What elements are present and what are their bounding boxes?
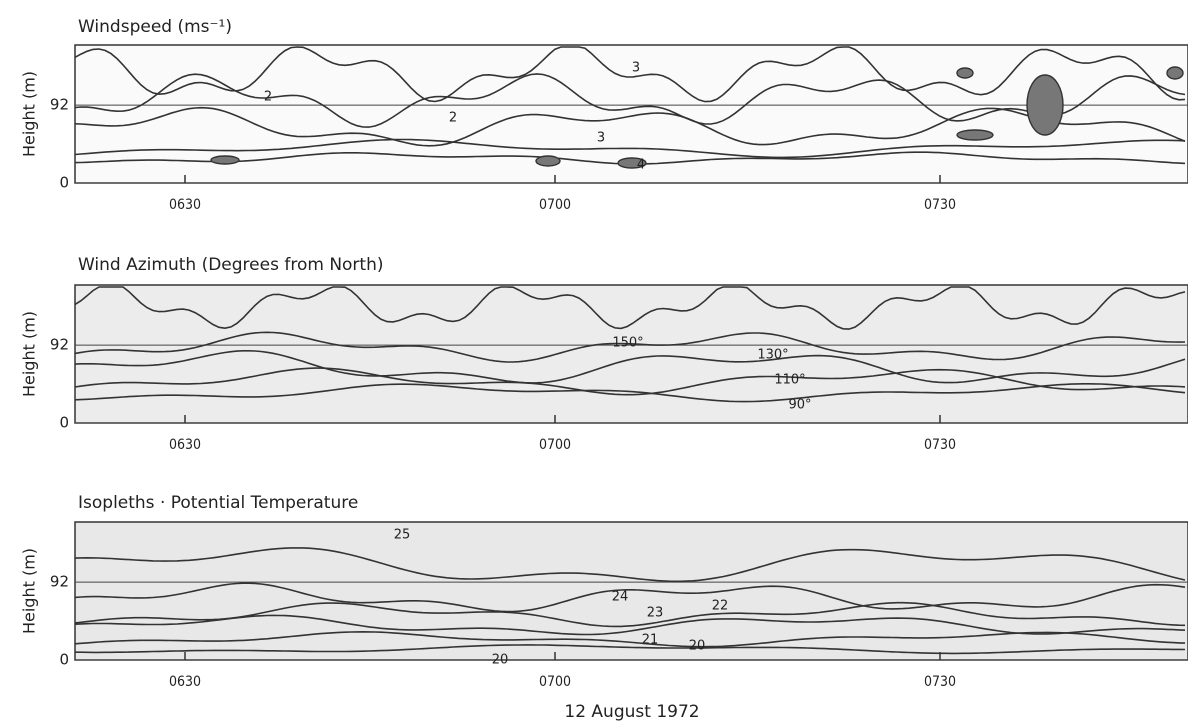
contour-line — [74, 582, 1186, 613]
x-tick-label: 0730 — [924, 674, 956, 690]
contour-region — [1026, 74, 1064, 136]
y-tick-label: 0 — [59, 651, 69, 669]
x-tick-label: 0730 — [924, 437, 956, 453]
contour-region — [210, 155, 240, 165]
x-tick-label: 0630 — [169, 437, 201, 453]
y-tick-label: 0 — [59, 174, 69, 192]
panel-title: Windspeed (ms⁻¹) — [78, 17, 232, 37]
y-axis-label: Height (m) — [20, 548, 39, 634]
contour-region — [617, 157, 647, 169]
contour-label: 20 — [492, 653, 509, 668]
contour-line — [75, 644, 1186, 655]
x-tick-label: 0630 — [169, 674, 201, 690]
contour-line — [74, 138, 1186, 159]
contour-line — [74, 383, 1186, 403]
contour-line — [74, 547, 1186, 583]
contour-line — [74, 601, 1186, 628]
contour-line — [74, 350, 1186, 384]
contour-label: 3 — [632, 61, 640, 76]
contour-label: 3 — [597, 131, 605, 146]
contour-label: 2 — [449, 111, 457, 126]
contour-line — [74, 286, 1186, 330]
contour-line — [74, 630, 1186, 648]
contour-label: 110° — [774, 373, 805, 388]
contour-label: 23 — [647, 606, 664, 621]
y-tick-label: 92 — [50, 96, 69, 114]
x-tick-label: 0700 — [539, 674, 571, 690]
y-tick-label: 92 — [50, 336, 69, 354]
contour-region — [535, 155, 561, 167]
x-tick-label: 0700 — [539, 437, 571, 453]
contour-label: 130° — [757, 348, 788, 363]
contour-label: 21 — [642, 633, 659, 648]
contour-line — [74, 367, 1186, 396]
panel-title: Isopleths · Potential Temperature — [78, 493, 358, 513]
contour-line — [74, 73, 1186, 128]
y-tick-label: 92 — [50, 573, 69, 591]
y-tick-label: 0 — [59, 414, 69, 432]
plot-area — [74, 521, 1188, 661]
x-tick-label: 0700 — [539, 197, 571, 213]
y-axis-label: Height (m) — [20, 311, 39, 397]
contour-label: 150° — [612, 336, 643, 351]
x-tick-label: 0630 — [169, 197, 201, 213]
contour-region — [956, 67, 974, 79]
contour-label: 25 — [394, 528, 411, 543]
contour-region — [956, 129, 994, 141]
contour-label: 24 — [612, 590, 629, 605]
contour-label: 4 — [637, 158, 645, 173]
contour-line — [74, 46, 1186, 103]
x-tick-label: 0730 — [924, 197, 956, 213]
x-axis-label: 12 August 1972 — [564, 702, 699, 722]
plot-area — [74, 284, 1188, 424]
contour-line — [74, 331, 1186, 363]
panel-title: Wind Azimuth (Degrees from North) — [78, 255, 384, 275]
y-axis-label: Height (m) — [20, 71, 39, 157]
contour-label: 20 — [689, 639, 706, 654]
contour-label: 90° — [788, 398, 811, 413]
contour-label: 2 — [264, 90, 272, 105]
contour-region — [1166, 66, 1184, 80]
contour-label: 22 — [712, 599, 729, 614]
contour-line — [74, 614, 1186, 636]
